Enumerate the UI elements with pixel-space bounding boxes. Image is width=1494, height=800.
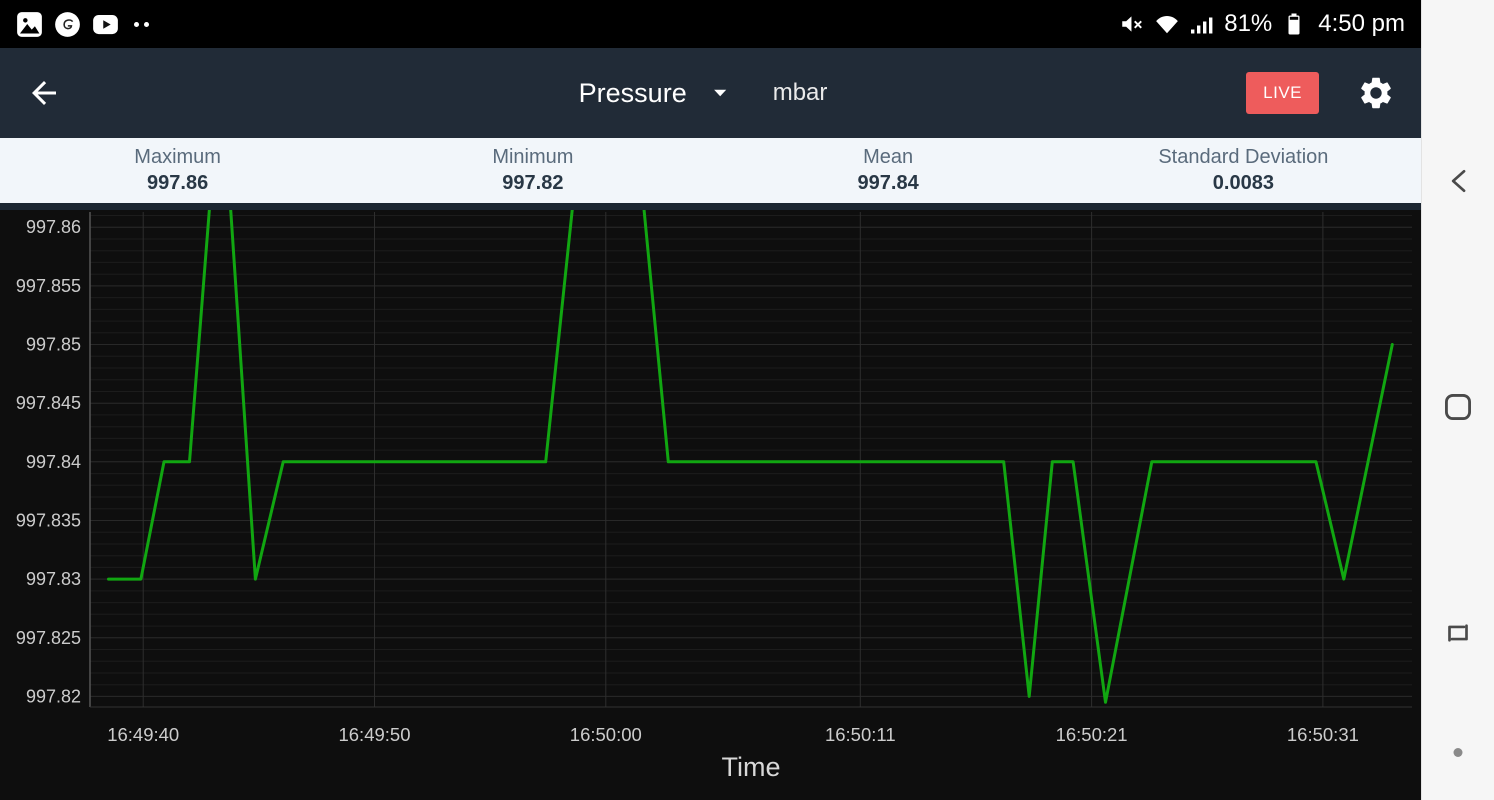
- nav-hide-dot-icon[interactable]: [1453, 748, 1463, 757]
- stat-value: 0.0083: [1212, 172, 1274, 194]
- unit-label: mbar: [772, 79, 828, 106]
- svg-text:997.84: 997.84: [26, 452, 81, 472]
- chart-area: 997.82 997.825 997.83 997.835 997.84 997.845 9…: [0, 210, 1421, 800]
- svg-text:997.82: 997.82: [26, 686, 81, 706]
- volume-mute-icon: [1122, 16, 1143, 32]
- svg-text:16:50:00: 16:50:00: [570, 724, 642, 745]
- nav-recents-icon: [1448, 624, 1468, 642]
- arrow-back-icon: [32, 81, 56, 105]
- svg-text:997.83: 997.83: [26, 569, 81, 589]
- svg-text:997.825: 997.825: [16, 628, 81, 648]
- status-bar: 81% 4:50 pm: [0, 0, 1421, 48]
- stat-standard-deviation: Standard Deviation 0.0083: [1066, 138, 1421, 203]
- stat-value: 997.82: [502, 172, 564, 194]
- stat-value: 997.84: [857, 172, 919, 194]
- nav-home-button[interactable]: [1435, 384, 1481, 430]
- nav-recents-button[interactable]: [1435, 610, 1481, 656]
- nav-back-icon: [1451, 169, 1466, 193]
- stat-mean: Mean 997.84: [711, 138, 1066, 203]
- status-indicators: 81% 4:50 pm: [1119, 10, 1405, 38]
- chevron-down-icon: [713, 89, 726, 97]
- nav-back-button[interactable]: [1435, 158, 1481, 204]
- sensor-header: Pressure mbar: [579, 48, 828, 138]
- battery-icon: [1288, 13, 1300, 35]
- gear-icon: [1361, 77, 1391, 109]
- wifi-icon: [1156, 15, 1179, 34]
- back-button[interactable]: [26, 75, 62, 111]
- android-nav-bar: [1421, 0, 1494, 800]
- gallery-icon: [17, 11, 42, 37]
- svg-text:16:50:11: 16:50:11: [825, 724, 896, 745]
- stat-value: 997.86: [147, 172, 209, 194]
- nav-home-icon: [1445, 394, 1471, 420]
- svg-text:16:50:31: 16:50:31: [1287, 724, 1359, 745]
- svg-text:997.86: 997.86: [26, 217, 81, 237]
- svg-text:16:50:21: 16:50:21: [1056, 724, 1128, 745]
- svg-text:Time: Time: [722, 752, 781, 782]
- ge-app-icon: [55, 11, 80, 37]
- stat-minimum: Minimum 997.82: [355, 138, 710, 203]
- stat-label: Maximum: [134, 146, 221, 168]
- notification-icons: [16, 11, 149, 38]
- svg-text:16:49:50: 16:49:50: [338, 724, 410, 745]
- youtube-icon: [93, 14, 118, 34]
- page-title: Pressure: [578, 77, 687, 108]
- sensor-selector[interactable]: Pressure: [579, 78, 731, 109]
- svg-text:997.855: 997.855: [16, 276, 81, 296]
- cell-signal-icon: [1191, 17, 1213, 34]
- svg-text:997.835: 997.835: [16, 511, 81, 531]
- stats-bar: Maximum 997.86 Minimum 997.82 Mean 997.8…: [0, 138, 1421, 210]
- svg-text:16:49:40: 16:49:40: [107, 724, 179, 745]
- battery-percent: 81%: [1224, 10, 1273, 37]
- more-notifications-icon: [134, 21, 149, 27]
- stat-label: Standard Deviation: [1158, 146, 1329, 168]
- app-bar-actions: LIVE: [1246, 72, 1395, 114]
- stat-label: Mean: [863, 146, 914, 168]
- stat-label: Minimum: [492, 146, 574, 168]
- svg-text:997.85: 997.85: [26, 335, 81, 355]
- pressure-line-chart: 997.82 997.825 997.83 997.835 997.84 997.845 9…: [16, 210, 1412, 782]
- live-button[interactable]: LIVE: [1246, 72, 1319, 114]
- settings-button[interactable]: [1357, 74, 1395, 112]
- svg-text:997.845: 997.845: [16, 393, 81, 413]
- status-time: 4:50 pm: [1318, 10, 1405, 37]
- stat-maximum: Maximum 997.86: [0, 138, 355, 203]
- app-bar: Pressure mbar LIVE: [0, 48, 1421, 138]
